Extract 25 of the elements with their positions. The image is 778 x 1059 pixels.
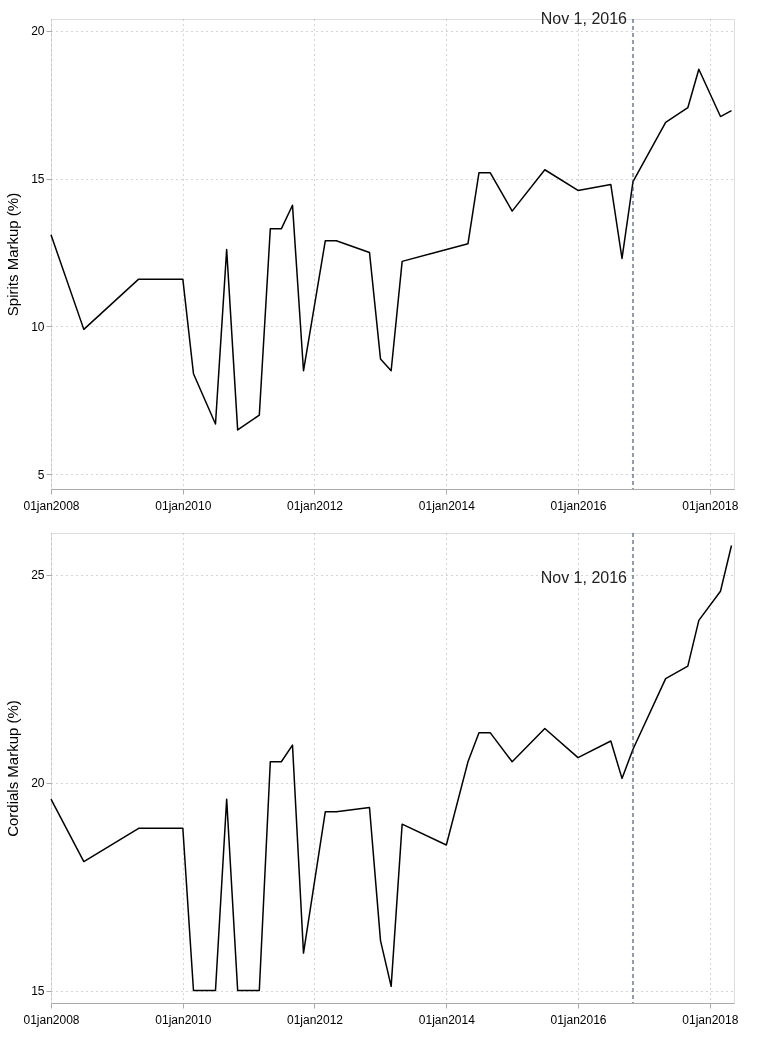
x-tick-label: 01jan2016 <box>550 1012 607 1027</box>
x-tick-label: 01jan2014 <box>418 498 476 513</box>
x-tick-label: 01jan2012 <box>286 1012 344 1027</box>
ref-line-label: Nov 1, 2016 <box>540 10 628 27</box>
line-series <box>50 68 733 431</box>
y-tick-label: 10 <box>31 319 45 334</box>
x-tick-label: 01jan2014 <box>418 1012 476 1027</box>
y-tick-label: 15 <box>31 984 45 999</box>
y-axis-title: Cordials Markup (%) <box>4 700 22 837</box>
x-tick-label: 01jan2016 <box>550 498 607 513</box>
x-tick-label: 01jan2018 <box>682 498 739 513</box>
ref-line-label: Nov 1, 2016 <box>540 569 628 586</box>
x-tick-label: 01jan2018 <box>682 1012 739 1027</box>
line-series <box>50 544 733 992</box>
y-axis-title: Spirits Markup (%) <box>4 192 22 317</box>
y-tick-label: 5 <box>37 467 45 482</box>
y-tick-label: 20 <box>31 24 45 39</box>
x-tick-label: 01jan2008 <box>23 498 80 513</box>
y-tick-label: 20 <box>31 776 45 791</box>
x-tick-label: 01jan2010 <box>155 498 212 513</box>
y-tick-label: 15 <box>31 172 45 187</box>
x-tick-label: 01jan2012 <box>286 498 344 513</box>
x-tick-label: 01jan2010 <box>155 1012 212 1027</box>
y-tick-label: 25 <box>31 568 45 583</box>
x-tick-label: 01jan2008 <box>23 1012 80 1027</box>
